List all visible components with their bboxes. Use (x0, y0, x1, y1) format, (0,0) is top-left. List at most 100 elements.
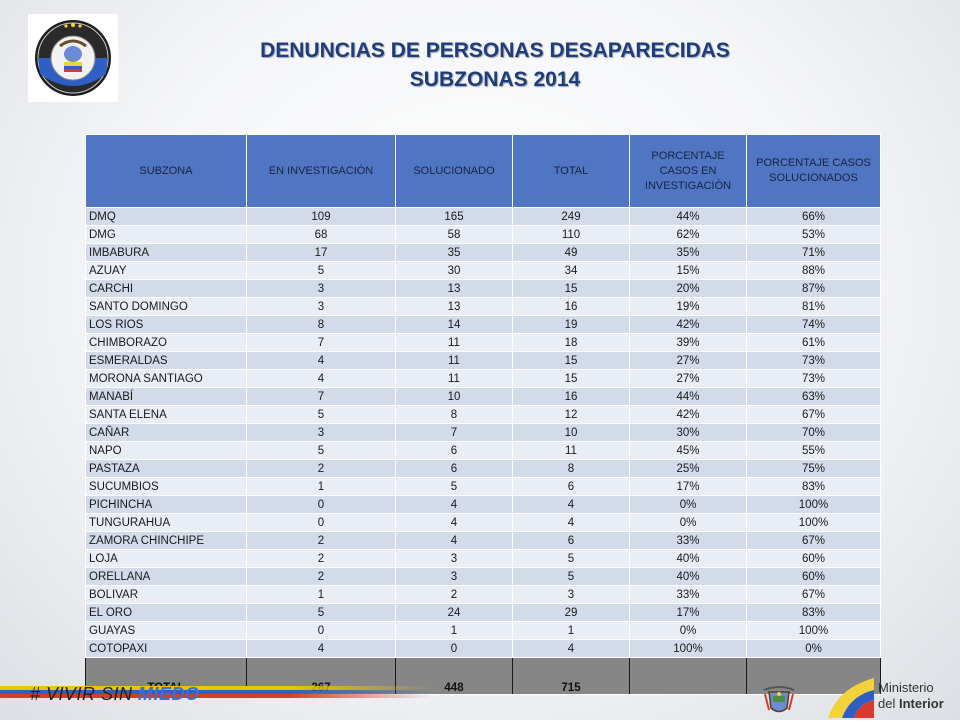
cell-total: 1 (512, 621, 630, 640)
cell-porcentaje-investigacion: 17% (629, 603, 747, 622)
cell-total: 6 (512, 477, 630, 496)
cell-total: 15 (512, 351, 630, 370)
cell-solucionado: 3 (395, 549, 513, 568)
table-row: PASTAZA 2 6 8 25% 75% (85, 459, 881, 478)
cell-porcentaje-investigacion: 39% (629, 333, 747, 352)
cell-en-investigacion: 3 (246, 279, 396, 298)
cell-porcentaje-solucionados: 67% (746, 531, 881, 550)
cell-subzona: SUCUMBIOS (85, 477, 247, 496)
cell-solucionado: 13 (395, 279, 513, 298)
cell-porcentaje-investigacion: 33% (629, 531, 747, 550)
cell-en-investigacion: 4 (246, 369, 396, 388)
cell-subzona: PICHINCHA (85, 495, 247, 514)
cell-total: 15 (512, 279, 630, 298)
table-row: GUAYAS 0 1 1 0% 100% (85, 621, 881, 640)
ministry-line-1: Ministerio (878, 680, 934, 695)
cell-total: 15 (512, 369, 630, 388)
ministry-label: Ministerio del Interior (878, 680, 944, 712)
cell-subzona: MANABÍ (85, 387, 247, 406)
cell-total: 16 (512, 387, 630, 406)
cell-total: 5 (512, 549, 630, 568)
table-row: BOLIVAR 1 2 3 33% 67% (85, 585, 881, 604)
cell-solucionado: 2 (395, 585, 513, 604)
cell-porcentaje-solucionados: 67% (746, 405, 881, 424)
ministry-line-2-bold: Interior (898, 696, 944, 711)
cell-subzona: LOS RIOS (85, 315, 247, 334)
table-row: CARCHI 3 13 15 20% 87% (85, 279, 881, 298)
dinased-logo (28, 14, 118, 102)
slogan-prefix: # VIVIR SIN (30, 684, 139, 704)
cell-subzona: SANTO DOMINGO (85, 297, 247, 316)
cell-subzona: AZUAY (85, 261, 247, 280)
cell-porcentaje-investigacion: 44% (629, 207, 747, 226)
table-row: DMG 68 58 110 62% 53% (85, 225, 881, 244)
cell-porcentaje-solucionados: 0% (746, 639, 881, 658)
cell-total: 8 (512, 459, 630, 478)
cell-porcentaje-investigacion: 0% (629, 513, 747, 532)
cell-solucionado: 6 (395, 441, 513, 460)
table-row: TUNGURAHUA 0 4 4 0% 100% (85, 513, 881, 532)
slogan: # VIVIR SIN MIEDO (30, 684, 200, 705)
header-porcentaje-investigacion: PORCENTAJE CASOS EN INVESTIGACIÒN (629, 134, 747, 208)
table-row: MANABÍ 7 10 16 44% 63% (85, 387, 881, 406)
table-row: LOJA 2 3 5 40% 60% (85, 549, 881, 568)
title-line-2: SUBZONAS 2014 (409, 68, 581, 91)
cell-en-investigacion: 68 (246, 225, 396, 244)
cell-porcentaje-solucionados: 70% (746, 423, 881, 442)
cell-subzona: DMQ (85, 207, 247, 226)
header-porcentaje-solucionados: PORCENTAJE CASOS SOLUCIONADOS (746, 134, 881, 208)
cell-solucionado: 10 (395, 387, 513, 406)
cell-porcentaje-investigacion: 42% (629, 315, 747, 334)
cell-solucionado: 4 (395, 513, 513, 532)
ministry-line-2-prefix: del (878, 696, 899, 711)
table-row: ESMERALDAS 4 11 15 27% 73% (85, 351, 881, 370)
cell-total: 4 (512, 513, 630, 532)
cell-porcentaje-solucionados: 67% (746, 585, 881, 604)
coat-of-arms-icon (760, 684, 798, 716)
table-row: CAÑAR 3 7 10 30% 70% (85, 423, 881, 442)
cell-solucionado: 0 (395, 639, 513, 658)
cell-porcentaje-investigacion: 33% (629, 585, 747, 604)
cell-subzona: LOJA (85, 549, 247, 568)
table-row: SANTA ELENA 5 8 12 42% 67% (85, 405, 881, 424)
table-row: SUCUMBIOS 1 5 6 17% 83% (85, 477, 881, 496)
cell-porcentaje-solucionados: 83% (746, 477, 881, 496)
cell-en-investigacion: 17 (246, 243, 396, 262)
cell-porcentaje-investigacion: 27% (629, 369, 747, 388)
cell-porcentaje-investigacion: 0% (629, 621, 747, 640)
cell-solucionado: 58 (395, 225, 513, 244)
cell-subzona: NAPO (85, 441, 247, 460)
cell-solucionado: 5 (395, 477, 513, 496)
cell-porcentaje-solucionados: 53% (746, 225, 881, 244)
table-header-row: SUBZONA EN INVESTIGACIÓN SOLUCIONADO TOT… (85, 134, 881, 208)
cell-solucionado: 1 (395, 621, 513, 640)
cell-en-investigacion: 1 (246, 585, 396, 604)
title-line-1: DENUNCIAS DE PERSONAS DESAPARECIDAS (260, 39, 730, 62)
cell-solucionado: 3 (395, 567, 513, 586)
slide-title: DENUNCIAS DE PERSONAS DESAPARECIDAS SUBZ… (200, 36, 790, 94)
cell-total: 49 (512, 243, 630, 262)
cell-porcentaje-solucionados: 74% (746, 315, 881, 334)
cell-porcentaje-investigacion: 62% (629, 225, 747, 244)
cell-porcentaje-investigacion: 25% (629, 459, 747, 478)
ministry-line-2: del Interior (878, 696, 944, 712)
cell-en-investigacion: 3 (246, 297, 396, 316)
header-total: TOTAL (512, 134, 630, 208)
cell-solucionado: 30 (395, 261, 513, 280)
cell-solucionado: 24 (395, 603, 513, 622)
cell-en-investigacion: 8 (246, 315, 396, 334)
cell-solucionado: 165 (395, 207, 513, 226)
cell-en-investigacion: 4 (246, 351, 396, 370)
cell-porcentaje-solucionados: 87% (746, 279, 881, 298)
cell-porcentaje-solucionados: 60% (746, 549, 881, 568)
table-row: ORELLANA 2 3 5 40% 60% (85, 567, 881, 586)
cell-subzona: IMBABURA (85, 243, 247, 262)
cell-subzona: ORELLANA (85, 567, 247, 586)
cell-solucionado: 4 (395, 531, 513, 550)
cell-porcentaje-investigacion: 15% (629, 261, 747, 280)
cell-porcentaje-investigacion: 27% (629, 351, 747, 370)
table-row: PICHINCHA 0 4 4 0% 100% (85, 495, 881, 514)
cell-total: 19 (512, 315, 630, 334)
table-row: ZAMORA CHINCHIPE 2 4 6 33% 67% (85, 531, 881, 550)
cell-porcentaje-investigacion: 40% (629, 549, 747, 568)
